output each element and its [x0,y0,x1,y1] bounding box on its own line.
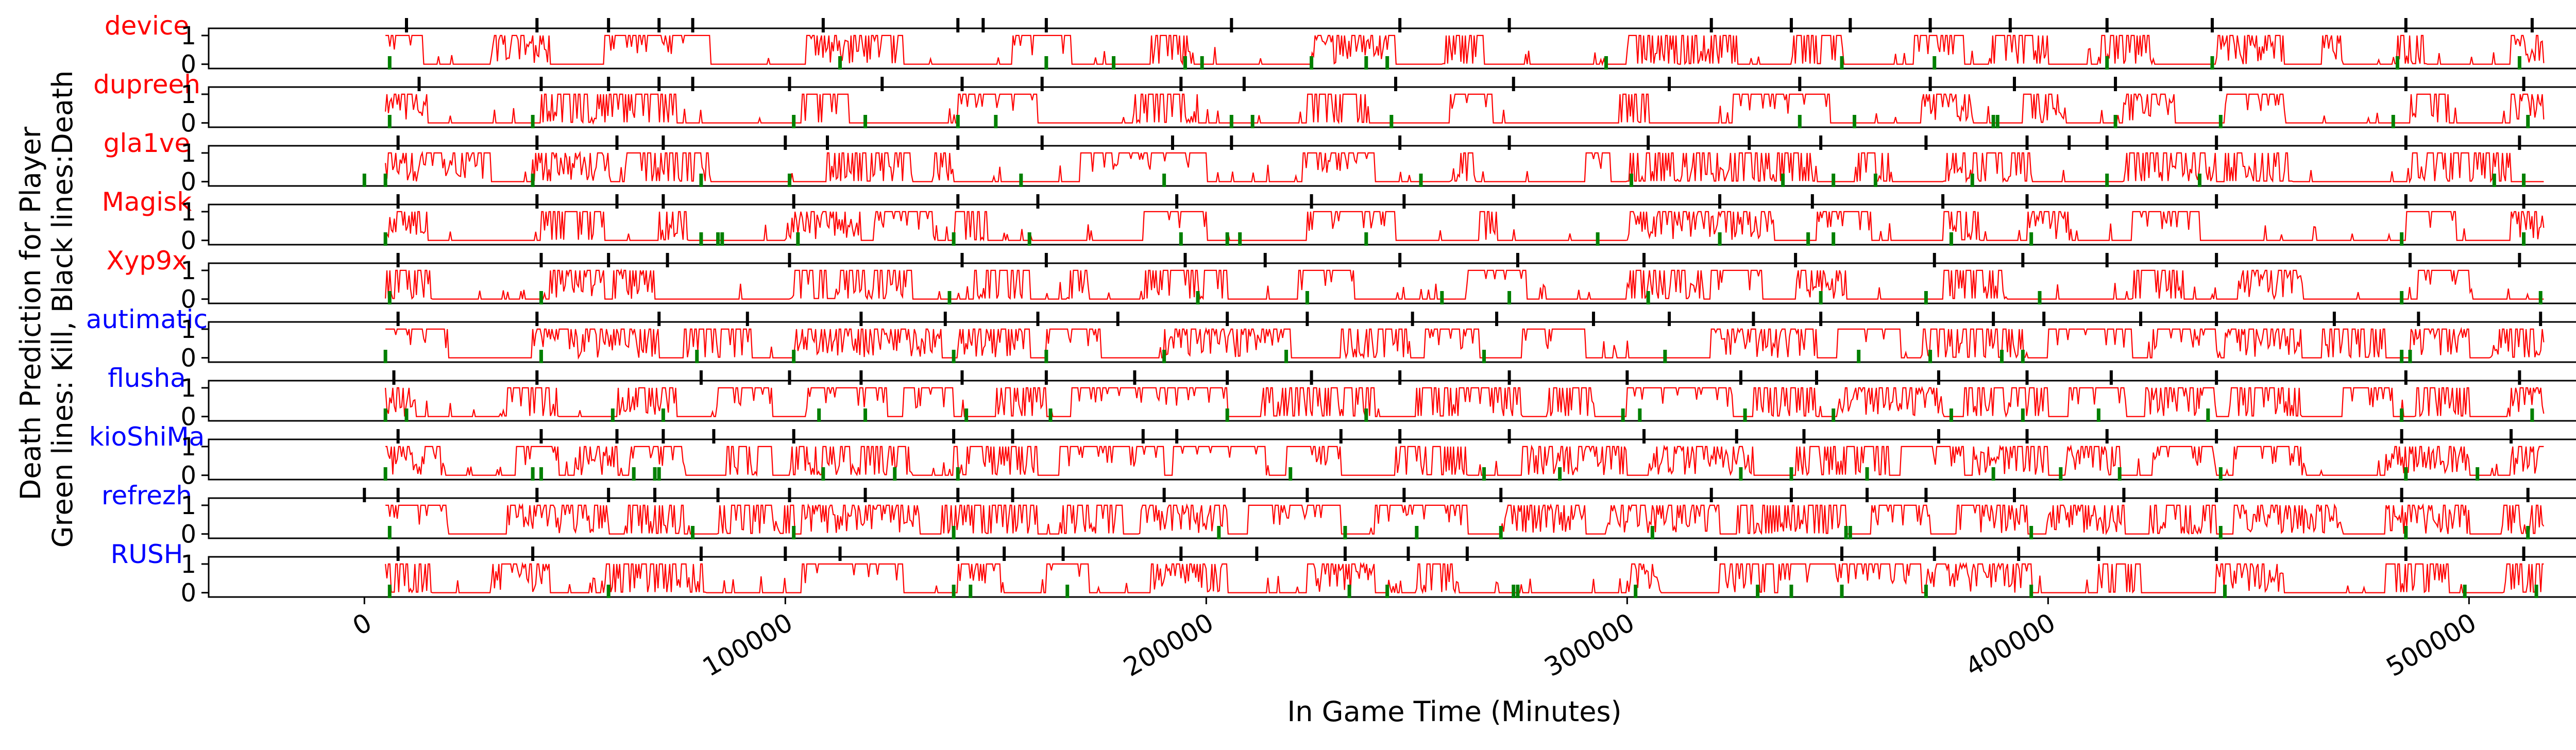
y-tick-label: 1 [180,433,196,462]
y-axis-label: Death Prediction for Player Green lines:… [14,71,79,548]
prediction-line [385,561,2544,594]
panel-frame [208,86,2576,128]
y-tick-label: 0 [180,462,196,490]
player-name-label: kioShiMa [89,422,205,452]
y-tick-label: 1 [180,198,196,227]
y-axis-label-line-1: Death Prediction for Player [14,126,47,500]
prediction-line [385,327,2545,360]
y-tick-label: 0 [180,520,196,549]
player-name-label: dupreeh [93,70,200,99]
y-tick-label: 0 [180,109,196,138]
y-tick-label: 0 [180,168,196,197]
player-panel: gla1ve 01 [104,128,2576,197]
y-tick-label: 1 [180,22,196,50]
prediction-line [385,268,2544,300]
player-panel: autimatic 01 [86,304,2576,373]
player-panel: Xyp9x 01 [107,246,2576,314]
prediction-line [385,93,2545,125]
player-name-label: Magisk [102,187,192,217]
panel-frame [208,203,2576,246]
prediction-line [385,150,2544,184]
player-name-label: refrezh [101,481,192,510]
player-panel: flusha 01 [108,363,2576,432]
y-tick-label: 1 [180,491,196,520]
y-tick-label: 0 [180,285,196,314]
y-tick-label: 1 [180,80,196,109]
player-name-label: autimatic [86,304,208,334]
y-tick-label: 0 [180,344,196,373]
x-axis-label: In Game Time (Minutes) [1287,695,1621,728]
player-name-label: device [105,11,189,41]
player-name-label: RUSH [111,539,183,569]
player-panel: Magisk 01 [102,187,2576,255]
prediction-line [385,444,2544,477]
player-panel: refrezh 01 [101,481,2576,549]
prediction-line [385,35,2545,66]
player-panel: dupreeh 01 [93,70,2576,138]
y-axis-label-line-2: Green lines: Kill, Black lines:Death [46,71,79,548]
y-tick-label: 1 [180,550,196,579]
panel-frame [208,497,2576,539]
y-tick-label: 1 [180,315,196,344]
prediction-line [385,386,2545,418]
prediction-line [385,503,2545,536]
y-tick-label: 1 [180,257,196,285]
player-panel: RUSH 01 [111,539,2576,608]
y-tick-label: 0 [180,227,196,255]
panel-frame [208,556,2576,598]
y-tick-label: 0 [180,403,196,432]
y-tick-label: 0 [180,50,196,79]
y-tick-label: 0 [180,579,196,608]
panel-frame [208,380,2576,422]
player-panel: kioShiMa 01 [89,422,2576,490]
panel-frame [208,438,2576,481]
y-tick-label: 1 [180,374,196,403]
player-panels: device01dupreeh01gla1ve01Magisk01Xyp9x01… [86,11,2576,608]
player-name-label: flusha [108,363,186,393]
panel-frame [208,321,2576,363]
y-tick-label: 1 [180,139,196,168]
panel-frame [208,262,2576,304]
panel-frame [208,27,2576,70]
player-name-label: Xyp9x [107,246,188,276]
player-name-label: gla1ve [104,128,190,158]
prediction-line [385,211,2545,242]
panel-frame [208,145,2576,187]
player-panel: device 01 [105,11,2576,79]
